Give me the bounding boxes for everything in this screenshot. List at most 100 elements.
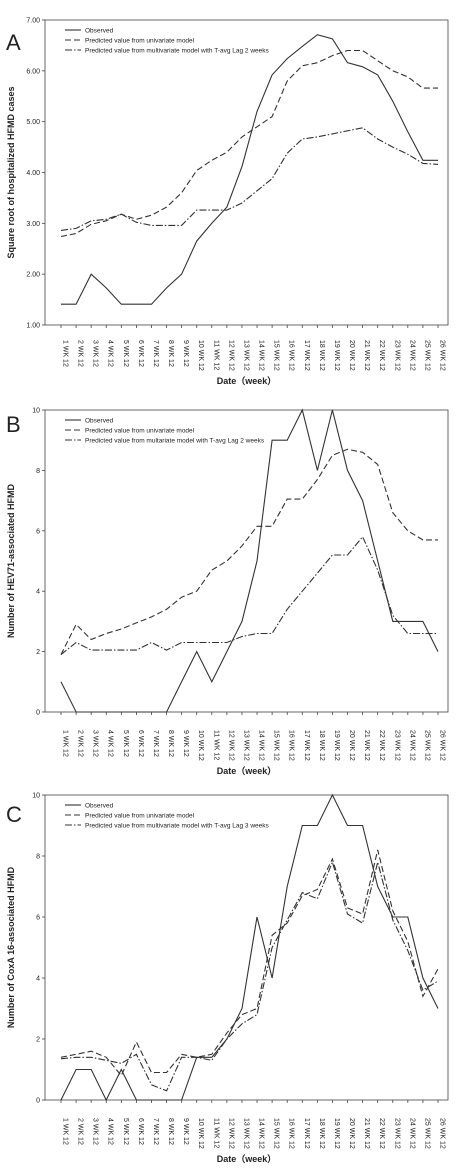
x-tick-label: 1 WK 12	[62, 1118, 69, 1145]
x-tick-label: 8 WK 12	[167, 730, 174, 757]
x-tick-label: 24 WK 12	[408, 1118, 415, 1149]
x-tick-label: 21 WK 12	[363, 1118, 370, 1149]
y-tick-label: 7.00	[26, 18, 40, 25]
x-tick-label: 10 WK 12	[197, 340, 204, 371]
panel-letter: B	[6, 412, 21, 437]
x-tick-label: 16 WK 12	[288, 730, 295, 761]
y-tick-label: 8	[36, 854, 40, 861]
x-tick-label: 26 WK 12	[439, 1118, 446, 1149]
x-tick-label: 11 WK 12	[212, 340, 219, 370]
series-line-3	[60, 535, 438, 656]
x-tick-label: 1 WK 12	[62, 340, 69, 367]
x-tick-label: 26 WK 12	[439, 340, 446, 371]
x-tick-label: 6 WK 12	[137, 1118, 144, 1145]
x-tick-label: 17 WK 12	[303, 730, 310, 761]
x-tick-label: 18 WK 12	[318, 1118, 325, 1149]
x-tick-label: 11 WK 12	[212, 730, 219, 760]
legend-entry: Predicted value from multivariate model …	[85, 47, 270, 54]
series-line-1	[60, 408, 439, 713]
y-tick-label: 10	[32, 408, 40, 415]
x-tick-label: 10 WK 12	[197, 1118, 204, 1149]
x-tick-label: 24 WK 12	[408, 730, 415, 761]
x-tick-label: 21 WK 12	[363, 340, 370, 371]
y-tick-label: 4.00	[26, 170, 40, 177]
x-tick-label: 6 WK 12	[137, 730, 144, 757]
x-tick-label: 4 WK 12	[107, 1118, 114, 1145]
x-tick-label: 20 WK 12	[348, 340, 355, 371]
series-line-1	[61, 34, 438, 305]
y-tick-label: 4	[36, 976, 40, 983]
x-tick-label: 13 WK 12	[242, 340, 249, 371]
y-tick-label: 6.00	[26, 68, 40, 75]
x-axis-title: Date（week）	[217, 1154, 277, 1164]
x-tick-label: 24 WK 12	[408, 340, 415, 371]
x-tick-label: 4 WK 12	[107, 730, 114, 757]
x-tick-label: 3 WK 12	[92, 730, 99, 757]
x-tick-label: 13 WK 12	[242, 1118, 249, 1149]
x-tick-label: 22 WK 12	[378, 340, 385, 371]
plot-frame	[44, 409, 449, 713]
y-axis-title: Square root of hospitalized HFMD cases	[6, 86, 16, 258]
x-tick-label: 23 WK 12	[393, 1118, 400, 1149]
x-tick-label: 3 WK 12	[92, 1118, 99, 1145]
plot-frame	[44, 794, 449, 1101]
x-tick-label: 12 WK 12	[227, 340, 234, 371]
y-tick-label: 6	[36, 915, 40, 922]
y-tick-label: 5.00	[26, 119, 40, 126]
x-tick-label: 23 WK 12	[393, 340, 400, 371]
x-tick-label: 5 WK 12	[122, 730, 129, 757]
x-tick-label: 5 WK 12	[122, 340, 129, 367]
x-tick-label: 16 WK 12	[288, 1118, 295, 1149]
x-tick-label: 7 WK 12	[152, 1118, 159, 1145]
x-tick-label: 18 WK 12	[318, 340, 325, 371]
y-tick-label: 8	[36, 468, 40, 475]
x-tick-label: 9 WK 12	[182, 730, 189, 757]
y-tick-label: 4	[36, 589, 40, 596]
y-tick-label: 2.00	[26, 272, 40, 279]
x-tick-label: 14 WK 12	[258, 730, 265, 761]
legend-entry: Predicted value from univariate model	[85, 812, 195, 819]
x-tick-label: 17 WK 12	[303, 1118, 310, 1149]
x-tick-label: 26 WK 12	[439, 730, 446, 761]
y-tick-label: 2	[36, 649, 40, 656]
x-tick-label: 25 WK 12	[423, 1118, 430, 1149]
legend-entry: Predicted value from univariate model	[85, 37, 195, 44]
x-tick-label: 6 WK 12	[137, 340, 144, 367]
x-axis-title: Date（week）	[217, 376, 277, 386]
x-tick-label: 8 WK 12	[167, 340, 174, 367]
x-tick-label: 25 WK 12	[423, 340, 430, 371]
legend-entry: Observed	[85, 417, 114, 424]
x-tick-label: 10 WK 12	[197, 730, 204, 761]
y-tick-label: 3.00	[26, 221, 40, 228]
series-line-2	[60, 49, 438, 238]
x-tick-label: 14 WK 12	[258, 1118, 265, 1149]
x-tick-label: 18 WK 12	[318, 730, 325, 761]
legend-entry: Predicted value from multariate model wi…	[85, 437, 265, 444]
x-tick-label: 20 WK 12	[348, 730, 355, 761]
x-tick-label: 11 WK 12	[212, 1118, 219, 1148]
y-axis-title: Number of CoxA 16-associated HFMD	[6, 866, 16, 1028]
x-tick-label: 12 WK 12	[227, 730, 234, 761]
x-tick-label: 2 WK 12	[77, 1118, 84, 1145]
x-tick-label: 19 WK 12	[333, 340, 340, 371]
chart-panel-c: C 0 2 4 6 8 10 Number of CoxA 16-associated HFM…	[6, 793, 449, 1164]
series-line-1	[60, 793, 439, 1102]
panel-letter: A	[6, 30, 21, 55]
y-tick-label: 0	[36, 710, 40, 717]
legend-entry: Predicted value from multivariate model …	[85, 822, 270, 829]
x-tick-label: 16 WK 12	[288, 340, 295, 371]
x-tick-label: 3 WK 12	[92, 340, 99, 367]
x-tick-label: 9 WK 12	[182, 340, 189, 367]
series-line-3	[60, 127, 439, 231]
x-tick-label: 7 WK 12	[152, 340, 159, 367]
x-tick-label: 13 WK 12	[242, 730, 249, 761]
x-tick-label: 7 WK 12	[152, 730, 159, 757]
x-tick-label: 19 WK 12	[333, 1118, 340, 1149]
x-tick-label: 21 WK 12	[363, 730, 370, 761]
x-tick-label: 17 WK 12	[303, 340, 310, 371]
y-axis-title: Number of HEV71-associated HFMD	[6, 483, 16, 638]
series-line-2	[60, 448, 438, 655]
x-tick-label: 2 WK 12	[77, 340, 84, 367]
